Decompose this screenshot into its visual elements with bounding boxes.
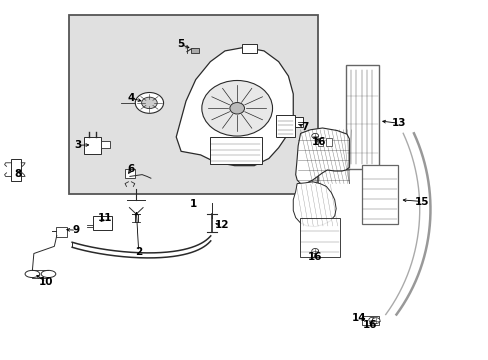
Bar (11, 159, 21, 181)
Bar (242, 44, 256, 53)
Text: 5: 5 (177, 40, 184, 49)
Bar (190, 48, 198, 53)
Ellipse shape (371, 318, 379, 323)
Bar (299, 218, 339, 257)
Ellipse shape (25, 270, 40, 278)
Ellipse shape (135, 93, 163, 113)
Polygon shape (293, 182, 335, 226)
Text: 16: 16 (311, 137, 325, 147)
Text: 1: 1 (189, 199, 197, 209)
Ellipse shape (41, 270, 56, 278)
Ellipse shape (311, 248, 318, 253)
Ellipse shape (368, 318, 375, 322)
Text: 2: 2 (135, 247, 142, 257)
Bar (56, 226, 67, 237)
Bar (326, 138, 331, 146)
Bar (210, 137, 261, 164)
Ellipse shape (229, 103, 244, 114)
Bar (276, 116, 294, 137)
Ellipse shape (142, 97, 157, 109)
Text: 10: 10 (39, 277, 53, 287)
Text: 15: 15 (414, 197, 429, 207)
Text: 11: 11 (98, 213, 113, 222)
Bar (93, 216, 112, 230)
Text: 16: 16 (307, 252, 322, 262)
Text: 3: 3 (74, 140, 81, 150)
Text: 8: 8 (15, 168, 22, 179)
Text: 6: 6 (127, 164, 135, 174)
Bar (361, 316, 378, 325)
Text: 12: 12 (214, 220, 229, 230)
Text: 13: 13 (391, 118, 406, 128)
Bar (292, 117, 303, 127)
Polygon shape (295, 128, 348, 184)
Bar (69, 15, 317, 194)
Text: 16: 16 (362, 320, 376, 330)
Bar (317, 138, 323, 146)
Text: 7: 7 (300, 122, 307, 132)
Bar (83, 137, 101, 154)
Ellipse shape (202, 81, 272, 136)
Bar (125, 169, 135, 178)
Bar (101, 140, 110, 148)
Ellipse shape (311, 134, 318, 138)
Bar (345, 65, 378, 169)
Text: 9: 9 (73, 225, 80, 235)
Text: 4: 4 (127, 93, 135, 103)
Bar (361, 165, 397, 224)
Text: 14: 14 (351, 313, 366, 323)
Polygon shape (176, 47, 293, 166)
